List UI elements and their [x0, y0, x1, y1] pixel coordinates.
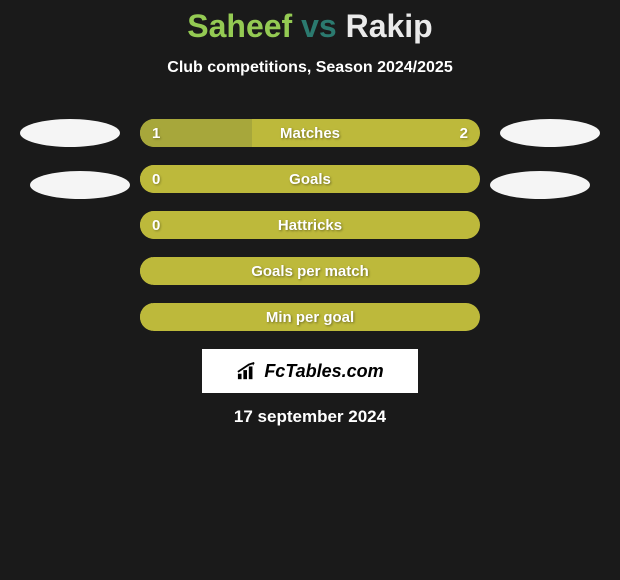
stat-row-matches: 1 Matches 2 — [10, 119, 610, 147]
stat-label: Goals per match — [251, 263, 369, 280]
player2-name: Rakip — [346, 8, 433, 44]
stat-left-value: 1 — [140, 119, 252, 147]
stat-label: Hattricks — [278, 217, 342, 234]
stat-row-min-per-goal: Min per goal — [10, 303, 610, 331]
main-container: Saheef vs Rakip Club competitions, Seaso… — [0, 0, 620, 427]
stat-row-hattricks: 0 Hattricks — [10, 211, 610, 239]
stat-left-value — [140, 303, 152, 331]
stat-bar: 0 Goals — [140, 165, 480, 193]
stats-area: 1 Matches 2 0 Goals 0 Hattricks — [0, 119, 620, 331]
stat-label: Min per goal — [266, 309, 354, 326]
player2-ellipse-icon — [500, 119, 600, 147]
comparison-title: Saheef vs Rakip — [0, 8, 620, 45]
stat-left-value — [140, 257, 152, 285]
stat-bar: 1 Matches 2 — [140, 119, 480, 147]
player1-ellipse-icon — [30, 171, 130, 199]
logo-content: FcTables.com — [236, 361, 383, 382]
subtitle-text: Club competitions, Season 2024/2025 — [0, 59, 620, 77]
date-text: 17 september 2024 — [0, 407, 620, 427]
stat-row-goals: 0 Goals — [10, 165, 610, 193]
stat-label: Matches — [280, 125, 340, 142]
stat-bar: 0 Hattricks — [140, 211, 480, 239]
logo-text: FcTables.com — [264, 361, 383, 382]
stat-label: Goals — [289, 171, 331, 188]
stat-right-value — [468, 165, 480, 193]
chart-icon — [236, 361, 258, 381]
player1-name: Saheef — [187, 8, 292, 44]
stat-bar: Min per goal — [140, 303, 480, 331]
stat-bar: Goals per match — [140, 257, 480, 285]
logo-box: FcTables.com — [202, 349, 418, 393]
player1-ellipse-icon — [20, 119, 120, 147]
stat-right-value — [468, 211, 480, 239]
player2-ellipse-icon — [490, 171, 590, 199]
stat-row-goals-per-match: Goals per match — [10, 257, 610, 285]
vs-text: vs — [301, 8, 337, 44]
